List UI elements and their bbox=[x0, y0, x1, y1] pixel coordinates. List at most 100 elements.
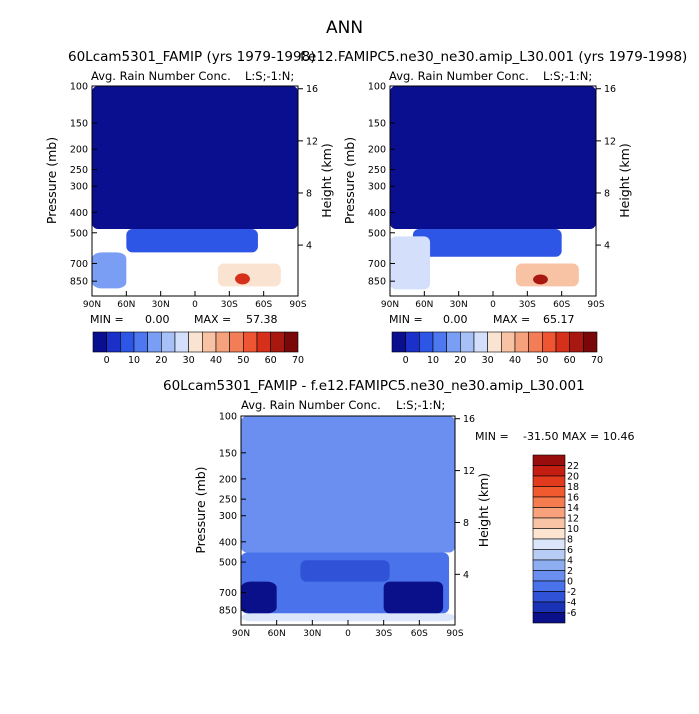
pressure-tick-label: 150 bbox=[368, 118, 386, 129]
colorbar-swatch bbox=[542, 331, 557, 353]
heatmap-region bbox=[533, 274, 548, 285]
pressure-tick-label: 100 bbox=[368, 82, 386, 93]
colorbar-swatch bbox=[174, 331, 189, 353]
pressure-tick-label: 850 bbox=[219, 606, 237, 617]
lat-tick-label: 90S bbox=[446, 629, 463, 639]
height-tick-label: 8 bbox=[306, 188, 312, 199]
colorbar-swatch bbox=[473, 331, 488, 353]
panel1-min-label: MIN = bbox=[90, 313, 124, 326]
colorbar-swatch bbox=[514, 331, 529, 353]
colorbar-swatch bbox=[532, 549, 566, 561]
panel1-variable: Avg. Rain Number Conc. bbox=[91, 69, 231, 83]
panel2-level-tag: L:S;-1:N; bbox=[543, 69, 593, 83]
pressure-tick-label: 500 bbox=[219, 558, 237, 569]
y-axis-title: Pressure (mb) bbox=[193, 466, 208, 553]
colorbar-abs-2: 0 10 20 30 40 50 60 70 bbox=[391, 331, 603, 366]
colorbar-label: 0 bbox=[567, 577, 573, 588]
panel2-min-value: 0.00 bbox=[443, 313, 468, 326]
panel2-max-value: 65.17 bbox=[543, 313, 575, 326]
height-tick-label: 4 bbox=[604, 241, 610, 252]
heatmap-region bbox=[241, 581, 277, 614]
colorbar-label: 0 bbox=[104, 355, 110, 366]
colorbar-swatch bbox=[256, 331, 271, 353]
panel3-min-value: -31.50 bbox=[523, 430, 559, 443]
panel1-min-value: 0.00 bbox=[145, 313, 170, 326]
pressure-tick-label: 250 bbox=[70, 165, 88, 176]
colorbar-swatch bbox=[229, 331, 244, 353]
lat-tick-label: 30N bbox=[152, 300, 170, 310]
colorbar-swatch bbox=[243, 331, 258, 353]
heatmap-region bbox=[92, 86, 298, 230]
pressure-tick-label: 100 bbox=[70, 82, 88, 93]
colorbar-label: 14 bbox=[567, 503, 579, 514]
lat-tick-label: 30S bbox=[375, 629, 392, 639]
lat-tick-label: 0 bbox=[490, 300, 496, 310]
lat-tick-label: 60S bbox=[255, 300, 272, 310]
colorbar-label: 18 bbox=[567, 482, 579, 493]
y2-axis-title: Height (km) bbox=[319, 143, 334, 217]
heatmap-region bbox=[300, 560, 390, 582]
colorbar-swatch bbox=[532, 496, 566, 508]
colorbar-label: 60 bbox=[564, 355, 576, 366]
colorbar-swatch bbox=[583, 331, 598, 353]
heatmap-region bbox=[241, 416, 455, 553]
colorbar-swatch bbox=[532, 517, 566, 529]
colorbar-swatch bbox=[487, 331, 502, 353]
panel3-max-label: MAX = bbox=[562, 430, 600, 443]
lat-tick-label: 0 bbox=[345, 629, 351, 639]
lat-tick-label: 60S bbox=[553, 300, 570, 310]
colorbar-swatch bbox=[532, 580, 566, 592]
colorbar-swatch bbox=[532, 570, 566, 582]
figure-title: ANN bbox=[326, 18, 364, 38]
pressure-tick-label: 700 bbox=[70, 259, 88, 270]
heatmap-region bbox=[92, 252, 127, 289]
height-tick-label: 16 bbox=[604, 84, 616, 95]
lat-tick-label: 90S bbox=[587, 300, 604, 310]
colorbar-label: 6 bbox=[567, 545, 573, 556]
colorbar-swatch bbox=[202, 331, 217, 353]
height-tick-label: 4 bbox=[306, 241, 312, 252]
panel3-min-label: MIN = bbox=[475, 430, 509, 443]
colorbar-swatch bbox=[460, 331, 475, 353]
colorbar-swatch bbox=[532, 465, 566, 477]
colorbar-swatch bbox=[161, 331, 176, 353]
colorbar-swatch bbox=[92, 331, 107, 353]
heatmap-region bbox=[390, 86, 596, 230]
lat-tick-label: 60S bbox=[411, 629, 428, 639]
heatmap-region bbox=[515, 263, 579, 287]
colorbar-swatch bbox=[532, 601, 566, 613]
colorbar-swatch bbox=[532, 559, 566, 571]
panel2-field bbox=[390, 86, 596, 290]
pressure-tick-label: 700 bbox=[219, 588, 237, 599]
lat-tick-label: 90S bbox=[289, 300, 306, 310]
pressure-tick-label: 400 bbox=[70, 208, 88, 219]
panel1-title: 60Lcam5301_FAMIP (yrs 1979-1998) bbox=[68, 49, 316, 65]
lat-tick-label: 60N bbox=[117, 300, 135, 310]
colorbar-label: 70 bbox=[292, 355, 304, 366]
pressure-tick-label: 850 bbox=[368, 277, 386, 288]
panel2-variable: Avg. Rain Number Conc. bbox=[389, 69, 529, 83]
lat-tick-label: 90N bbox=[232, 629, 250, 639]
pressure-tick-label: 200 bbox=[70, 145, 88, 156]
colorbar-swatch bbox=[532, 538, 566, 550]
colorbar-swatch bbox=[569, 331, 584, 353]
colorbar-label: 8 bbox=[567, 535, 573, 546]
colorbar-swatch bbox=[405, 331, 420, 353]
panel2-max-label: MAX = bbox=[493, 313, 531, 326]
lat-tick-label: 30N bbox=[450, 300, 468, 310]
y2-axis-title: Height (km) bbox=[476, 473, 491, 547]
panel3-level-tag: L:S;-1:N; bbox=[396, 398, 446, 412]
colorbar-swatch bbox=[532, 475, 566, 487]
colorbar-swatch bbox=[528, 331, 543, 353]
pressure-tick-label: 200 bbox=[368, 145, 386, 156]
colorbar-label: 10 bbox=[128, 355, 140, 366]
pressure-tick-label: 400 bbox=[368, 208, 386, 219]
pressure-tick-label: 150 bbox=[70, 118, 88, 129]
colorbar-label: 0 bbox=[403, 355, 409, 366]
lat-tick-label: 0 bbox=[192, 300, 198, 310]
height-tick-label: 8 bbox=[463, 518, 469, 529]
heatmap-region bbox=[126, 229, 258, 253]
colorbar-abs-1: 0 10 20 30 40 50 60 70 bbox=[92, 331, 304, 366]
lat-tick-label: 90N bbox=[83, 300, 101, 310]
colorbar-swatch bbox=[284, 331, 299, 353]
